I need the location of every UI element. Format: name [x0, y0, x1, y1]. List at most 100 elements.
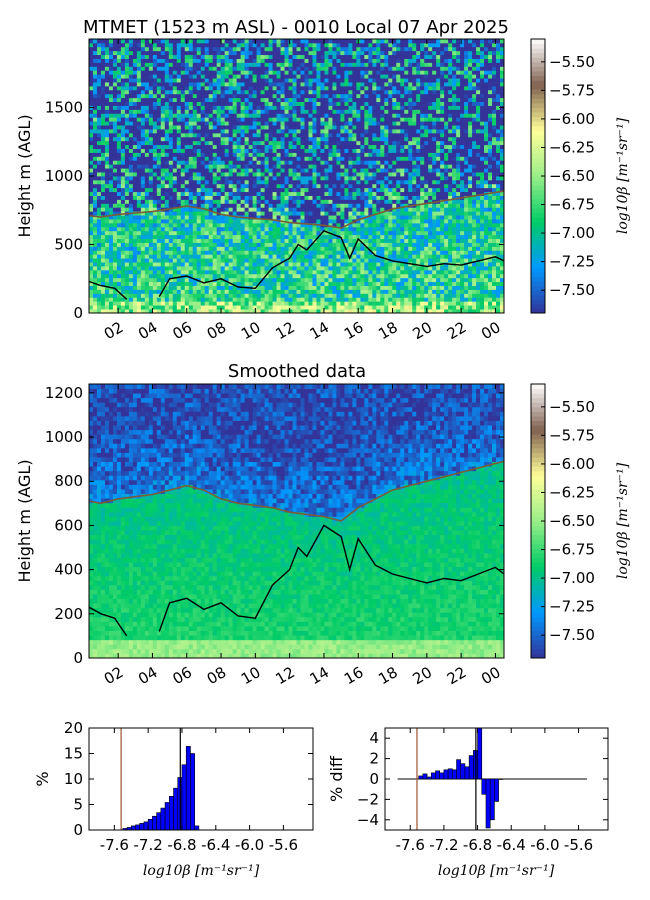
heatmap-cell	[120, 207, 126, 212]
heatmap-cell	[268, 250, 273, 255]
heatmap-cell	[356, 187, 361, 193]
heatmap-cell	[220, 54, 226, 59]
heatmap-cell	[272, 246, 277, 251]
heatmap-cell	[216, 215, 222, 220]
heatmap-cell	[216, 82, 222, 87]
heatmap-cell	[248, 207, 254, 212]
heatmap-cell	[312, 176, 317, 181]
heatmap-cell	[108, 230, 114, 236]
heatmap-cell	[240, 66, 246, 71]
heatmap-cell	[308, 132, 313, 138]
heatmap-cell	[292, 191, 297, 196]
heatmap-cell	[124, 152, 130, 157]
heatmap-cell	[248, 179, 254, 185]
heatmap-cell	[352, 97, 357, 103]
heatmap-cell	[256, 42, 261, 48]
heatmap-cell	[156, 281, 162, 286]
heatmap-cell	[256, 305, 261, 310]
heatmap-cell	[124, 293, 130, 298]
heatmap-cell	[252, 82, 257, 87]
heatmap-cell	[128, 85, 134, 91]
heatmap-cell	[89, 266, 94, 271]
heatmap-cell	[252, 132, 257, 138]
heatmap-cell	[240, 176, 246, 181]
heatmap-cell	[332, 160, 337, 165]
heatmap-cell	[124, 266, 130, 271]
heatmap-cell	[260, 195, 265, 200]
heatmap-cell	[176, 281, 182, 286]
heatmap-cell	[176, 89, 182, 95]
heatmap-cell	[292, 262, 297, 267]
heatmap-cell	[300, 132, 305, 138]
heatmap-cell	[104, 199, 110, 204]
heatmap-cell	[100, 222, 106, 228]
heatmap-cell	[164, 39, 170, 44]
heatmap-cell	[184, 152, 190, 157]
heatmap-cell	[112, 70, 118, 75]
heatmap-cell	[172, 285, 178, 290]
heatmap-cell	[164, 195, 170, 200]
heatmap-cell	[156, 301, 162, 306]
heatmap-cell	[264, 285, 269, 290]
heatmap-cell	[172, 74, 178, 79]
heatmap-cell	[300, 301, 305, 306]
heatmap-cell	[220, 301, 226, 306]
heatmap-cell	[276, 285, 281, 290]
heatmap-cell	[204, 199, 210, 204]
heatmap-cell	[208, 269, 214, 275]
heatmap-cell	[296, 234, 301, 240]
heatmap-cell	[292, 207, 297, 212]
heatmap-cell	[312, 266, 317, 271]
heatmap-cell	[132, 109, 138, 114]
heatmap-cell	[176, 297, 182, 302]
heatmap-cell	[368, 78, 373, 83]
heatmap-cell	[296, 262, 301, 267]
heatmap-cell	[364, 305, 369, 310]
heatmap-cell	[304, 109, 309, 114]
heatmap-cell	[344, 301, 349, 306]
heatmap-cell	[128, 62, 134, 67]
heatmap-cell	[120, 136, 126, 142]
heatmap-cell	[236, 250, 242, 255]
heatmap-cell	[196, 113, 202, 118]
heatmap-cell	[232, 199, 238, 204]
heatmap-cell	[108, 254, 114, 259]
heatmap-cell	[172, 78, 178, 83]
heatmap-cell	[240, 121, 246, 126]
heatmap-cell	[140, 121, 146, 126]
heatmap-cell	[304, 74, 309, 79]
heatmap-cell	[364, 58, 369, 63]
heatmap-cell	[152, 195, 158, 200]
heatmap-cell	[140, 70, 146, 75]
heatmap-cell	[260, 129, 265, 134]
heatmap-cell	[168, 39, 174, 44]
heatmap-cell	[324, 230, 329, 236]
heatmap-cell	[308, 219, 313, 224]
heatmap-cell	[100, 66, 106, 71]
heatmap-cell	[180, 132, 186, 138]
heatmap-cell	[148, 74, 154, 79]
heatmap-cell	[160, 234, 166, 240]
heatmap-cell	[108, 199, 114, 204]
heatmap-cell	[352, 54, 357, 59]
heatmap-cell	[116, 70, 122, 75]
heatmap-cell	[124, 78, 130, 83]
heatmap-cell	[224, 89, 230, 95]
heatmap-cell	[112, 160, 118, 165]
heatmap-cell	[196, 129, 202, 134]
heatmap-cell	[140, 211, 146, 216]
heatmap-cell	[228, 82, 234, 87]
heatmap-cell	[344, 58, 349, 63]
heatmap-cell	[140, 183, 146, 189]
heatmap-cell	[212, 297, 218, 302]
heatmap-cell	[216, 226, 222, 232]
heatmap-cell	[112, 207, 118, 212]
heatmap-cell	[232, 125, 238, 130]
heatmap-cell	[168, 89, 174, 95]
heatmap-cell	[304, 191, 309, 196]
heatmap-cell	[248, 215, 254, 220]
heatmap-cell	[232, 117, 238, 122]
heatmap-cell	[356, 54, 361, 59]
heatmap-cell	[144, 246, 150, 251]
heatmap-cell	[276, 183, 281, 189]
